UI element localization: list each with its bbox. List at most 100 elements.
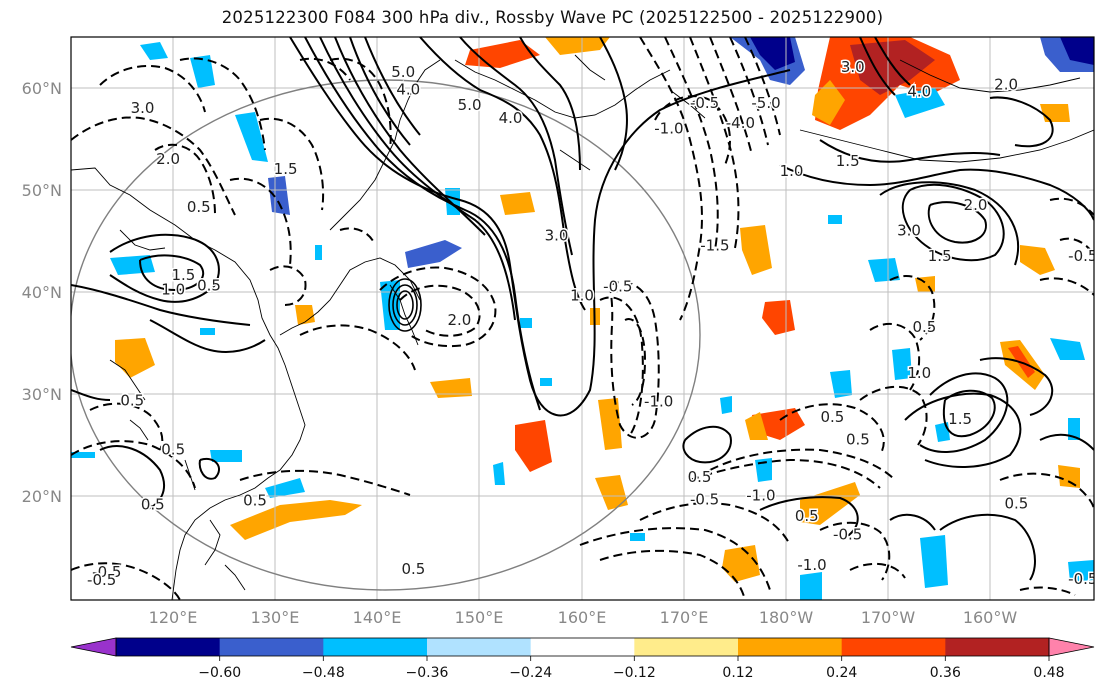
colorbar-cell: [634, 638, 739, 656]
lat-label: 40°N: [22, 283, 62, 302]
lon-label: 180°W: [759, 608, 814, 627]
lon-label: 120°E: [149, 608, 198, 627]
colorbar-tick-label: 0.24: [826, 665, 857, 681]
contour-label: 1.0: [780, 162, 804, 180]
colorbar-tick-label: −0.12: [613, 665, 656, 681]
lat-label: 20°N: [22, 487, 62, 506]
contour-label: 3.0: [131, 99, 155, 117]
contour-label: 3.0: [897, 221, 921, 239]
lon-label: 150°E: [455, 608, 504, 627]
contour-label: 4.0: [907, 83, 931, 101]
contour-center-japan: [388, 278, 422, 332]
colorbar-tick-label: −0.24: [509, 665, 552, 681]
colorbar-cell: [738, 638, 843, 656]
contour-label: -0.5: [92, 563, 121, 581]
longitude-labels: 120°E 130°E 140°E 150°E 160°E 170°E 180°…: [149, 608, 1018, 627]
contour-labels: 5.04.05.04.03.02.01.50.51.51.0 0.52.03.01…: [86, 57, 1105, 591]
contour-label: 1.5: [171, 266, 195, 284]
latitude-labels: 60°N 50°N 40°N 30°N 20°N: [22, 79, 62, 506]
positive-contours: [71, 37, 1094, 581]
contour-label: -1.0: [797, 556, 826, 574]
lat-label: 60°N: [22, 79, 62, 98]
colorbar-ticks: −0.60 −0.48 −0.36 −0.24 −0.12 0.12 0.24 0.36 0.4…: [198, 656, 1065, 681]
contour-label: 4.0: [396, 81, 420, 99]
contour-label: 5.0: [391, 63, 415, 81]
colorbar-cell: [427, 638, 532, 656]
contour-label: 0.5: [161, 441, 185, 459]
contour-label: -1.5: [700, 237, 729, 255]
contour-label: 5.0: [458, 96, 482, 114]
contour-label: -0.5: [87, 571, 116, 589]
colorbar: −0.60 −0.48 −0.36 −0.24 −0.12 0.12 0.24 0.36 0.4…: [70, 637, 1095, 681]
colorbar-cell: [219, 638, 324, 656]
colorbar-cell: [530, 638, 635, 656]
lon-label: 130°E: [251, 608, 300, 627]
contour-label: 0.5: [688, 468, 712, 486]
contour-label: -0.5: [690, 94, 719, 112]
contour-label: 2.0: [964, 196, 988, 214]
map-layers: 5.04.05.04.03.02.01.50.51.51.0 0.52.03.01…: [71, 37, 1105, 600]
contour-label: 1.5: [928, 247, 952, 265]
lat-label: 30°N: [22, 385, 62, 404]
colorbar-cell: [116, 638, 221, 656]
colorbar-cell: [841, 638, 946, 656]
contour-label: 0.5: [197, 276, 221, 294]
lon-label: 170°W: [861, 608, 916, 627]
contour-label: 4.0: [499, 109, 523, 127]
contour-label: -0.5: [833, 525, 862, 543]
contour-label: 3.0: [841, 58, 865, 76]
colorbar-tick-label: 0.12: [722, 665, 753, 681]
graticule: [71, 37, 1094, 600]
contour-label: -0.5: [1068, 570, 1097, 588]
contour-label: 2.0: [156, 150, 180, 168]
contour-label: 1.5: [836, 152, 860, 170]
contour-label: -0.5: [603, 277, 632, 295]
contour-label: 0.5: [846, 430, 870, 448]
plot-frame: [70, 36, 1095, 601]
contour-label: 0.5: [795, 507, 819, 525]
colorbar-tick-label: 0.36: [930, 665, 961, 681]
contour-label: 1.5: [948, 410, 972, 428]
contour-label: 0.5: [243, 492, 267, 510]
contour-label: 1.0: [907, 364, 931, 382]
contour-label: 0.5: [820, 408, 844, 426]
contour-label: 0.5: [401, 560, 425, 578]
lon-label: 140°E: [353, 608, 402, 627]
contour-label: 2.0: [994, 75, 1018, 93]
coastlines: [71, 54, 1094, 600]
colorbar-tick-label: −0.36: [406, 665, 449, 681]
colorbar-max-arrow: [1049, 638, 1094, 656]
contour-label: -0: [1096, 485, 1105, 503]
contour-label: -5.0: [751, 94, 780, 112]
colorbar-min-arrow: [71, 638, 116, 656]
lon-label: 170°E: [660, 608, 709, 627]
lon-label: 160°W: [963, 608, 1018, 627]
contour-label: 3.0: [545, 226, 569, 244]
contour-label: 0.5: [187, 198, 211, 216]
contour-label: -1.0: [654, 119, 683, 137]
contour-label: 1.0: [161, 281, 185, 299]
contour-label: 1.0: [570, 287, 594, 305]
colorbar-cell: [323, 638, 428, 656]
colorbar-cells: [71, 638, 1094, 656]
contour-label: -0.5: [1068, 247, 1097, 265]
lat-label: 50°N: [22, 181, 62, 200]
contour-label: 1.5: [274, 160, 298, 178]
contour-label: 0.5: [1004, 495, 1028, 513]
colorbar-tick-label: −0.48: [302, 665, 345, 681]
contour-label: -1.0: [644, 393, 673, 411]
colorbar-cell: [945, 638, 1050, 656]
negative-contours: [71, 37, 1094, 600]
contour-label: -4.0: [726, 114, 755, 132]
contour-label: 2.0: [447, 311, 471, 329]
colorbar-tick-label: −0.60: [198, 665, 241, 681]
contour-label: 0.5: [141, 496, 165, 514]
lon-label: 160°E: [558, 608, 607, 627]
contour-label: -1.0: [746, 487, 775, 505]
contour-label: 0.5: [120, 392, 144, 410]
colorbar-tick-label: 0.48: [1033, 665, 1064, 681]
contour-label: 0.5: [912, 318, 936, 336]
shaded-anomalies: [71, 37, 1094, 600]
chart-title: 2025122300 F084 300 hPa div., Rossby Wav…: [221, 8, 884, 27]
